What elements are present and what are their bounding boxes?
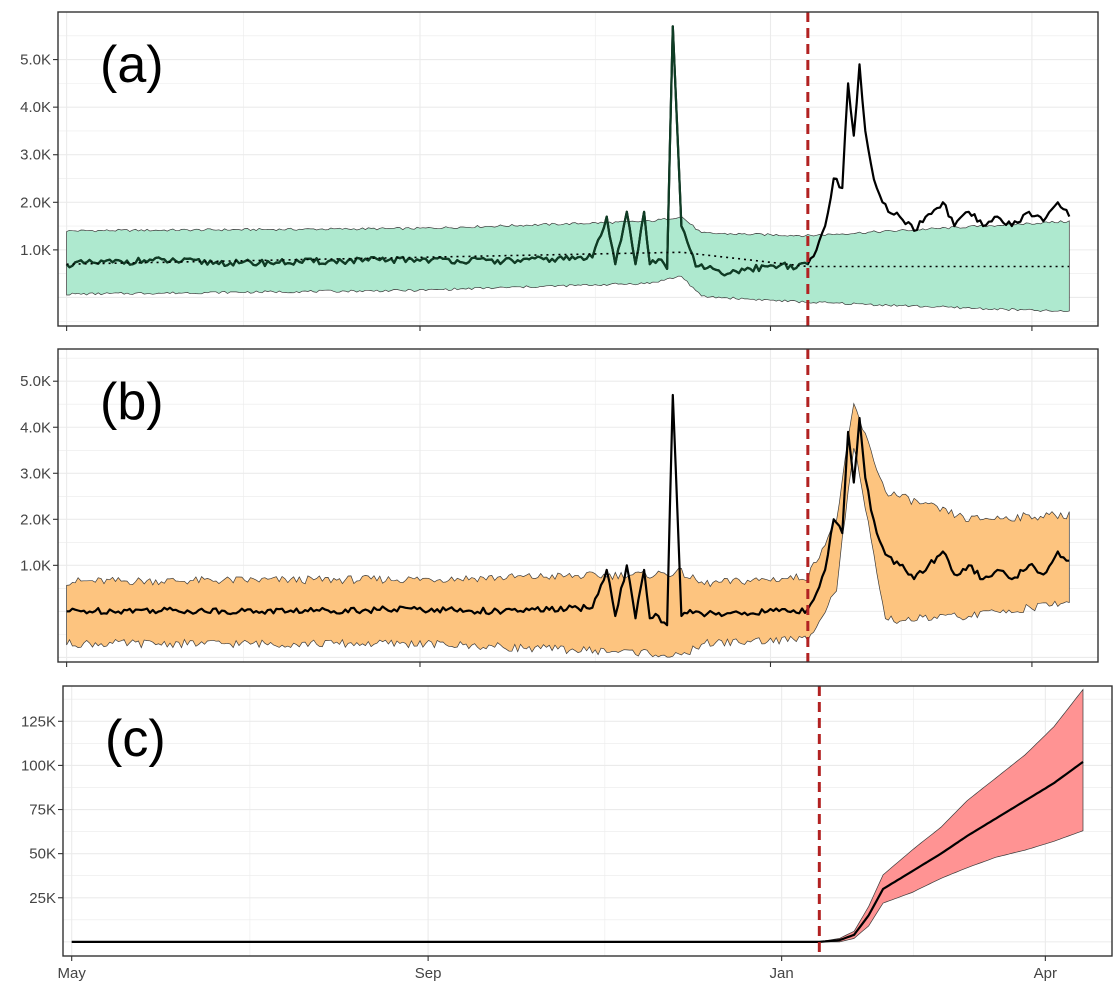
cumulative-line: [71, 761, 1084, 943]
panel-border: [57, 11, 1099, 327]
interval-band: [66, 402, 1070, 658]
y-tick-label: 1.0K: [20, 557, 51, 574]
x-tick-label: Jan: [770, 965, 794, 982]
panel-border: [62, 685, 1113, 957]
effect-line: [66, 393, 1070, 627]
panel-label: (b): [100, 373, 164, 431]
panel-label: (a): [100, 36, 164, 94]
y-tick-label: 3.0K: [20, 465, 51, 482]
y-tick-label: 2.0K: [20, 511, 51, 528]
y-tick-label: 75K: [29, 802, 56, 819]
x-tick-label: Apr: [1034, 965, 1057, 982]
y-tick-label: 25K: [29, 890, 56, 907]
panel-b: 1.0K 2.0K 3.0K 4.0K 5.0K (b): [20, 348, 1099, 667]
y-tick-label: 125K: [21, 713, 56, 730]
y-tick-label: 5.0K: [20, 373, 51, 390]
y-tick-label: 4.0K: [20, 419, 51, 436]
y-tick-label: 100K: [21, 757, 56, 774]
y-tick-label: 5.0K: [20, 52, 51, 69]
panel-c: 25K 50K 75K 100K 125K May Sep Jan Apr (c): [21, 685, 1113, 982]
x-tick-label: Sep: [415, 965, 442, 982]
panel-border: [57, 348, 1099, 663]
y-tick-label: 3.0K: [20, 147, 51, 164]
y-tick-label: 1.0K: [20, 242, 51, 259]
y-tick-label: 2.0K: [20, 194, 51, 211]
panel-label: (c): [105, 710, 166, 768]
y-tick-label: 50K: [29, 846, 56, 863]
observed-line-pre-period: [65, 25, 809, 277]
x-tick-label: May: [58, 965, 87, 982]
interval-band: [71, 688, 1084, 943]
y-tick-label: 4.0K: [20, 99, 51, 116]
panel-a: 1.0K 2.0K 3.0K 4.0K 5.0K (a): [20, 11, 1099, 331]
